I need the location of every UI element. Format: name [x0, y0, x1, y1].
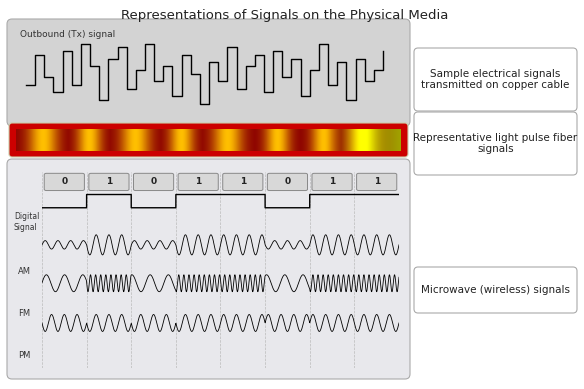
Text: 0: 0 — [284, 177, 290, 186]
Text: Outbound (Tx) signal: Outbound (Tx) signal — [20, 30, 115, 39]
FancyBboxPatch shape — [7, 159, 410, 379]
FancyBboxPatch shape — [178, 173, 218, 191]
FancyBboxPatch shape — [9, 123, 408, 157]
Text: FM: FM — [18, 310, 30, 319]
Text: 1: 1 — [329, 177, 335, 186]
Text: 0: 0 — [151, 177, 157, 186]
FancyBboxPatch shape — [134, 173, 173, 191]
FancyBboxPatch shape — [312, 173, 352, 191]
FancyBboxPatch shape — [267, 173, 308, 191]
Text: Microwave (wireless) signals: Microwave (wireless) signals — [421, 285, 570, 295]
Text: 0: 0 — [61, 177, 67, 186]
Text: Representative light pulse fiber
signals: Representative light pulse fiber signals — [413, 133, 578, 154]
Text: 1: 1 — [106, 177, 112, 186]
FancyBboxPatch shape — [357, 173, 397, 191]
Text: Sample electrical signals
transmitted on copper cable: Sample electrical signals transmitted on… — [421, 69, 569, 90]
Text: PM: PM — [18, 352, 30, 361]
Text: AM: AM — [18, 268, 31, 277]
Text: Digital
Signal: Digital Signal — [14, 212, 39, 232]
Text: 1: 1 — [239, 177, 246, 186]
FancyBboxPatch shape — [414, 267, 577, 313]
FancyBboxPatch shape — [414, 48, 577, 111]
FancyBboxPatch shape — [44, 173, 85, 191]
Text: 1: 1 — [195, 177, 201, 186]
FancyBboxPatch shape — [7, 19, 410, 126]
Text: 1: 1 — [374, 177, 380, 186]
FancyBboxPatch shape — [89, 173, 129, 191]
FancyBboxPatch shape — [223, 173, 263, 191]
FancyBboxPatch shape — [414, 112, 577, 175]
Text: Representations of Signals on the Physical Media: Representations of Signals on the Physic… — [121, 9, 449, 22]
